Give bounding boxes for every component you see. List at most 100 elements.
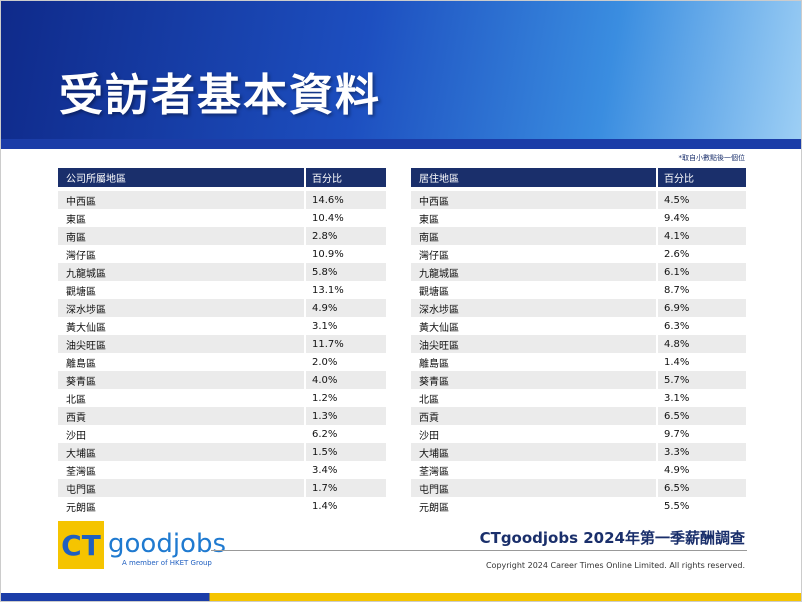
table-row: 南區 2.8% <box>58 227 386 245</box>
cell: 觀塘區 <box>66 286 96 298</box>
cell: 中西區 <box>66 196 96 208</box>
cell: 灣仔區 <box>66 250 96 262</box>
cell: 九龍城區 <box>419 268 459 280</box>
cell: 荃灣區 <box>419 466 449 478</box>
table-row: 元朗區 1.4% <box>58 497 386 515</box>
cell: 4.8% <box>656 335 746 353</box>
cell: 6.5% <box>656 479 746 497</box>
header-cell: 百分比 <box>656 168 746 187</box>
cell: 沙田 <box>66 430 86 442</box>
cell: 2.8% <box>304 227 386 245</box>
cell: 深水埗區 <box>419 304 459 316</box>
cell: 北區 <box>419 394 439 406</box>
cell: 黃大仙區 <box>66 322 106 334</box>
table-row: 東區 10.4% <box>58 209 386 227</box>
cell: 屯門區 <box>419 484 449 496</box>
logo-tagline: A member of HKET Group <box>122 559 212 567</box>
note: *取自小數點後一個位 <box>678 154 746 162</box>
cell: 6.5% <box>656 407 746 425</box>
cell: 元朗區 <box>419 502 449 514</box>
table-row: 北區 3.1% <box>411 389 746 407</box>
cell: 5.8% <box>304 263 386 281</box>
cell: 油尖旺區 <box>419 340 459 352</box>
header-cell: 百分比 <box>304 168 386 187</box>
table-row: 葵青區 4.0% <box>58 371 386 389</box>
cell: 1.3% <box>304 407 386 425</box>
cell: 2.0% <box>304 353 386 371</box>
cell: 1.4% <box>656 353 746 371</box>
table-row: 沙田 9.7% <box>411 425 746 443</box>
cell: 4.0% <box>304 371 386 389</box>
cell: 3.3% <box>656 443 746 461</box>
table-row: 北區 1.2% <box>58 389 386 407</box>
table-row: 中西區 14.6% <box>58 191 386 209</box>
table-header: 公司所屬地區 百分比 <box>58 168 386 187</box>
cell: 1.5% <box>304 443 386 461</box>
table: 公司所屬地區 百分比 中西區 14.6% 東區 10.4% 南區 2.8% 灣仔區 10.9% 九龍… <box>58 168 386 515</box>
cell: 3.1% <box>656 389 746 407</box>
bottom-stripe <box>1 593 801 601</box>
cell: 3.4% <box>304 461 386 479</box>
cell: 4.9% <box>304 299 386 317</box>
cell: 觀塘區 <box>419 286 449 298</box>
cell: 6.9% <box>656 299 746 317</box>
table-row: 離島區 1.4% <box>411 353 746 371</box>
cell: 大埔區 <box>419 448 449 460</box>
table-row: 荃灣區 4.9% <box>411 461 746 479</box>
cell: 9.4% <box>656 209 746 227</box>
logo-name: goodjobs <box>108 529 227 559</box>
cell: 6.3% <box>656 317 746 335</box>
cell: 九龍城區 <box>66 268 106 280</box>
table-header: 居住地區 百分比 <box>411 168 746 187</box>
divider <box>211 550 747 551</box>
table-row: 深水埗區 6.9% <box>411 299 746 317</box>
cell: 北區 <box>66 394 86 406</box>
cell: 4.1% <box>656 227 746 245</box>
table-row: 東區 9.4% <box>411 209 746 227</box>
cell: 油尖旺區 <box>66 340 106 352</box>
table-row: 荃灣區 3.4% <box>58 461 386 479</box>
cell: 1.4% <box>304 497 386 515</box>
cell: 荃灣區 <box>66 466 96 478</box>
copyright: Copyright 2024 Career Times Online Limit… <box>485 561 745 570</box>
table-row: 元朗區 5.5% <box>411 497 746 515</box>
table-row: 南區 4.1% <box>411 227 746 245</box>
cell: 離島區 <box>66 358 96 370</box>
banner-stripe <box>1 139 801 149</box>
cell: 葵青區 <box>419 376 449 388</box>
table-body: 中西區 4.5% 東區 9.4% 南區 4.1% 灣仔區 2.6% 九龍城區 6.1% 觀塘區 8.7… <box>411 191 746 515</box>
table-row: 屯門區 6.5% <box>411 479 746 497</box>
cell: 5.5% <box>656 497 746 515</box>
cell: 11.7% <box>304 335 386 353</box>
table-body: 中西區 14.6% 東區 10.4% 南區 2.8% 灣仔區 10.9% 九龍城區 5.8% 觀塘區… <box>58 191 386 515</box>
table: 居住地區 百分比 中西區 4.5% 東區 9.4% 南區 4.1% 灣仔區 2.6% 九龍城區 6.1… <box>411 168 746 515</box>
header-cell: 公司所屬地區 <box>66 174 126 185</box>
table-row: 離島區 2.0% <box>58 353 386 371</box>
cell: 4.9% <box>656 461 746 479</box>
cell: 深水埗區 <box>66 304 106 316</box>
cell: 西貢 <box>419 412 439 424</box>
table-row: 油尖旺區 11.7% <box>58 335 386 353</box>
survey-title: CTgoodjobs 2024年第一季薪酬調查 <box>479 529 745 547</box>
table-row: 觀塘區 13.1% <box>58 281 386 299</box>
banner <box>1 1 801 149</box>
table-row: 屯門區 1.7% <box>58 479 386 497</box>
table-row: 黃大仙區 3.1% <box>58 317 386 335</box>
cell: 8.7% <box>656 281 746 299</box>
cell: 離島區 <box>419 358 449 370</box>
cell: 西貢 <box>66 412 86 424</box>
cell: 9.7% <box>656 425 746 443</box>
cell: 葵青區 <box>66 376 96 388</box>
cell: 東區 <box>419 214 439 226</box>
table-row: 沙田 6.2% <box>58 425 386 443</box>
table-row: 黃大仙區 6.3% <box>411 317 746 335</box>
header-cell: 居住地區 <box>419 174 459 185</box>
table-row: 九龍城區 5.8% <box>58 263 386 281</box>
cell: 3.1% <box>304 317 386 335</box>
cell: 6.1% <box>656 263 746 281</box>
cell: 東區 <box>66 214 86 226</box>
table-row: 灣仔區 2.6% <box>411 245 746 263</box>
title: 受訪者基本資料 <box>59 70 381 121</box>
cell: 灣仔區 <box>419 250 449 262</box>
cell: 南區 <box>419 232 439 244</box>
